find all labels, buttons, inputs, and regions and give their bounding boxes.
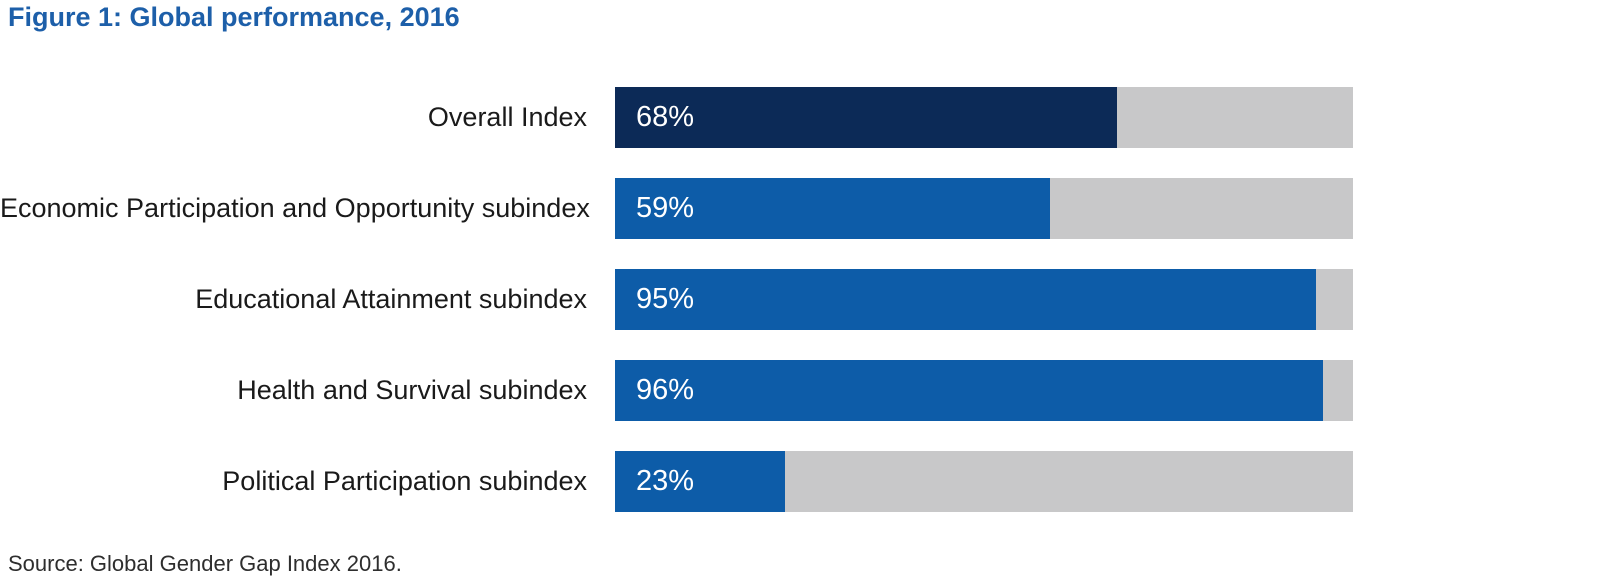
bar-label: Overall Index (427, 101, 587, 132)
bar-label: Political Participation subindex (222, 465, 587, 496)
bar-track: 59% (615, 178, 1353, 239)
bar-row: Overall Index 68% (0, 87, 1353, 148)
figure-title: Figure 1: Global performance, 2016 (8, 2, 460, 32)
bar-label: Health and Survival subindex (237, 374, 587, 405)
bar-value: 59% (636, 192, 695, 224)
bar-track: 68% (615, 87, 1353, 148)
source-note: Source: Global Gender Gap Index 2016. (8, 551, 402, 576)
bar-rows: Overall Index 68% Economic Participation… (0, 87, 1353, 512)
bar-fill: 68% (615, 87, 1117, 148)
bar-row: Economic Participation and Opportunity s… (0, 178, 1353, 239)
bar-row: Educational Attainment subindex 95% (0, 269, 1353, 330)
bar-row: Health and Survival subindex 96% (0, 360, 1353, 421)
bar-label: Educational Attainment subindex (195, 283, 587, 314)
bar-chart: Overall Index 68% Economic Participation… (0, 87, 1353, 512)
bar-track: 96% (615, 360, 1353, 421)
bar-track: 95% (615, 269, 1353, 330)
bar-fill: 59% (615, 178, 1051, 239)
bar-label: Economic Participation and Opportunity s… (0, 192, 590, 223)
bar-track: 23% (615, 451, 1353, 512)
bar-fill: 95% (615, 269, 1317, 330)
bar-value: 96% (636, 374, 695, 406)
bar-value: 68% (636, 101, 695, 133)
bar-fill: 23% (615, 451, 785, 512)
bar-fill: 96% (615, 360, 1324, 421)
bar-value: 23% (636, 465, 695, 497)
bar-row: Political Participation subindex 23% (0, 451, 1353, 512)
bar-value: 95% (636, 283, 695, 315)
